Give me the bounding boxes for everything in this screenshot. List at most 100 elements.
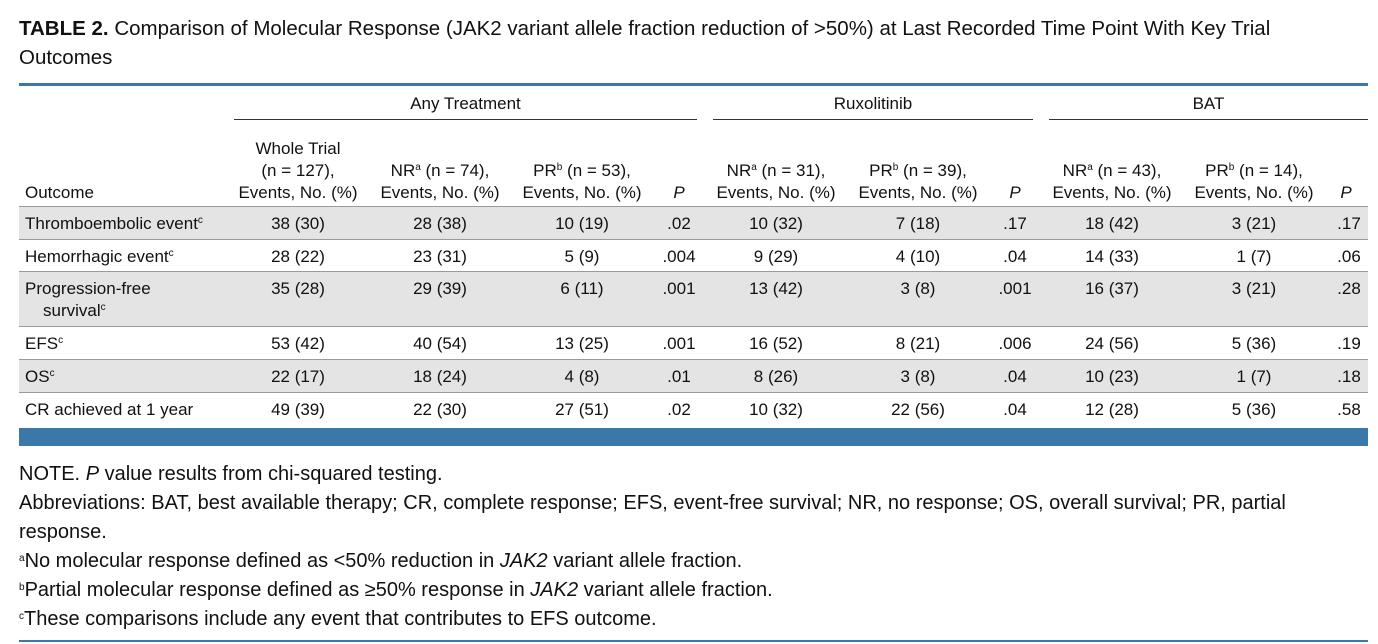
p-value-cell: .06 bbox=[1337, 247, 1361, 266]
bottom-rule bbox=[19, 640, 1368, 642]
column-header-rux-pr: PRb (n = 39), Events, No. (%) bbox=[858, 161, 978, 202]
column-header-bat-nr: NRa (n = 43), Events, No. (%) bbox=[1052, 161, 1172, 202]
abbreviations-line: Abbreviations: BAT, best available thera… bbox=[19, 492, 1286, 543]
row-label: Hemorrhagic eventc bbox=[25, 247, 174, 266]
p-value-cell: .02 bbox=[667, 214, 691, 233]
row-label: EFSc bbox=[25, 334, 64, 353]
p-value-cell: .02 bbox=[667, 400, 691, 419]
p-value-cell: .19 bbox=[1337, 334, 1361, 353]
events-cell: 10 (32) bbox=[749, 214, 803, 233]
events-cell: 5 (36) bbox=[1231, 400, 1277, 419]
events-cell: 22 (17) bbox=[271, 367, 325, 386]
events-cell: 12 (28) bbox=[1085, 400, 1139, 419]
p-value-cell: .001 bbox=[662, 334, 696, 353]
table-row: Thromboembolic eventc 38 (30) 28 (38) 10 (1… bbox=[19, 207, 1368, 239]
events-cell: 49 (39) bbox=[271, 400, 325, 419]
group-underline bbox=[713, 119, 1033, 120]
events-cell: 10 (19) bbox=[555, 214, 609, 233]
events-cell: 9 (29) bbox=[753, 247, 799, 266]
events-cell: 3 (21) bbox=[1231, 214, 1277, 233]
p-value-cell: .006 bbox=[998, 334, 1032, 353]
column-header-whole-trial: Whole Trial (n = 127), Events, No. (%) bbox=[238, 139, 358, 202]
events-cell: 7 (18) bbox=[895, 214, 941, 233]
events-cell: 4 (8) bbox=[564, 367, 600, 386]
group-header-bat: BAT bbox=[1192, 94, 1225, 113]
column-header-rux-nr: NRa (n = 31), Events, No. (%) bbox=[716, 161, 836, 202]
events-cell: 23 (31) bbox=[413, 247, 467, 266]
row-separator bbox=[19, 239, 1368, 240]
events-cell: 3 (21) bbox=[1231, 279, 1277, 298]
p-value-cell: .17 bbox=[1337, 214, 1361, 233]
events-cell: 24 (56) bbox=[1085, 334, 1139, 353]
p-value-cell: .17 bbox=[1003, 214, 1027, 233]
footnote-a: aNo molecular response defined as <50% r… bbox=[19, 550, 743, 572]
events-cell: 53 (42) bbox=[271, 334, 325, 353]
table-row: CR achieved at 1 year 49 (39) 22 (30) 27 (5… bbox=[19, 393, 1368, 426]
column-header-outcome: Outcome bbox=[25, 183, 94, 202]
events-cell: 35 (28) bbox=[271, 279, 325, 298]
events-cell: 16 (52) bbox=[749, 334, 803, 353]
column-header-any-pr: PRb (n = 53), Events, No. (%) bbox=[522, 161, 642, 202]
events-cell: 6 (11) bbox=[560, 279, 604, 298]
row-label: OSc bbox=[25, 367, 55, 386]
events-cell: 29 (39) bbox=[413, 279, 467, 298]
p-value-cell: .04 bbox=[1003, 247, 1027, 266]
table-row: EFSc 53 (42) 40 (54) 13 (25) .001 16 (52) 8 (2… bbox=[19, 327, 1368, 359]
events-cell: 5 (36) bbox=[1231, 334, 1277, 353]
p-value-cell: .28 bbox=[1337, 279, 1361, 298]
header-separator bbox=[19, 206, 1368, 207]
p-value-cell: .001 bbox=[662, 279, 696, 298]
p-value-cell: .001 bbox=[998, 279, 1032, 298]
p-value-cell: .04 bbox=[1003, 367, 1027, 386]
column-header-bat-pr: PRb (n = 14), Events, No. (%) bbox=[1194, 161, 1314, 202]
table-row: Progression-free survivalc 35 (28) 29 (39) 6… bbox=[19, 272, 1368, 326]
p-value-cell: .58 bbox=[1337, 400, 1361, 419]
row-label: Progression-free survivalc bbox=[25, 279, 151, 320]
column-header-any-p: P bbox=[673, 183, 685, 202]
column-header-rux-p: P bbox=[1009, 183, 1021, 202]
events-cell: 3 (8) bbox=[900, 279, 936, 298]
note-line: NOTE. P value results from chi-squared t… bbox=[19, 463, 443, 485]
events-cell: 38 (30) bbox=[271, 214, 325, 233]
events-cell: 13 (25) bbox=[555, 334, 609, 353]
table-caption: TABLE 2. Comparison of Molecular Respons… bbox=[19, 14, 1359, 72]
events-cell: 28 (22) bbox=[271, 247, 325, 266]
row-separator bbox=[19, 326, 1368, 327]
table-row: Hemorrhagic eventc 28 (22) 23 (31) 5 (9) .00… bbox=[19, 240, 1368, 271]
events-cell: 18 (42) bbox=[1085, 214, 1139, 233]
events-cell: 10 (32) bbox=[749, 400, 803, 419]
events-cell: 1 (7) bbox=[1236, 247, 1272, 266]
events-cell: 8 (26) bbox=[753, 367, 799, 386]
p-value-cell: .04 bbox=[1003, 400, 1027, 419]
row-label: Thromboembolic eventc bbox=[25, 214, 203, 233]
p-value-cell: .004 bbox=[662, 247, 696, 266]
row-separator bbox=[19, 392, 1368, 393]
events-cell: 10 (23) bbox=[1085, 367, 1139, 386]
events-cell: 4 (10) bbox=[895, 247, 941, 266]
column-header-bat-p: P bbox=[1340, 183, 1352, 202]
footnote-b: bPartial molecular response defined as ≥… bbox=[19, 579, 773, 601]
table-footer-bar bbox=[19, 428, 1368, 446]
events-cell: 22 (56) bbox=[891, 400, 945, 419]
events-cell: 18 (24) bbox=[413, 367, 467, 386]
table-label: TABLE 2. bbox=[19, 17, 109, 40]
events-cell: 28 (38) bbox=[413, 214, 467, 233]
column-header-any-nr: NRa (n = 74), Events, No. (%) bbox=[380, 161, 500, 202]
p-value-cell: .18 bbox=[1337, 367, 1361, 386]
group-header-ruxolitinib: Ruxolitinib bbox=[833, 94, 913, 113]
group-header-any-treatment: Any Treatment bbox=[410, 94, 521, 113]
row-label: CR achieved at 1 year bbox=[25, 400, 194, 419]
table-row: OSc 22 (17) 18 (24) 4 (8) .01 8 (26) 3 (8) .04 1… bbox=[19, 360, 1368, 392]
footnote-c: cThese comparisons include any event tha… bbox=[19, 608, 657, 630]
events-cell: 16 (37) bbox=[1085, 279, 1139, 298]
row-separator bbox=[19, 359, 1368, 360]
table-title: Comparison of Molecular Response (JAK2 v… bbox=[19, 17, 1271, 69]
events-cell: 14 (33) bbox=[1085, 247, 1139, 266]
p-value-cell: .01 bbox=[667, 367, 691, 386]
events-cell: 13 (42) bbox=[749, 279, 803, 298]
events-cell: 22 (30) bbox=[413, 400, 467, 419]
table-notes: NOTE. P value results from chi-squared t… bbox=[19, 460, 1359, 634]
top-rule bbox=[19, 83, 1368, 86]
group-underline bbox=[234, 119, 697, 120]
events-cell: 40 (54) bbox=[413, 334, 467, 353]
